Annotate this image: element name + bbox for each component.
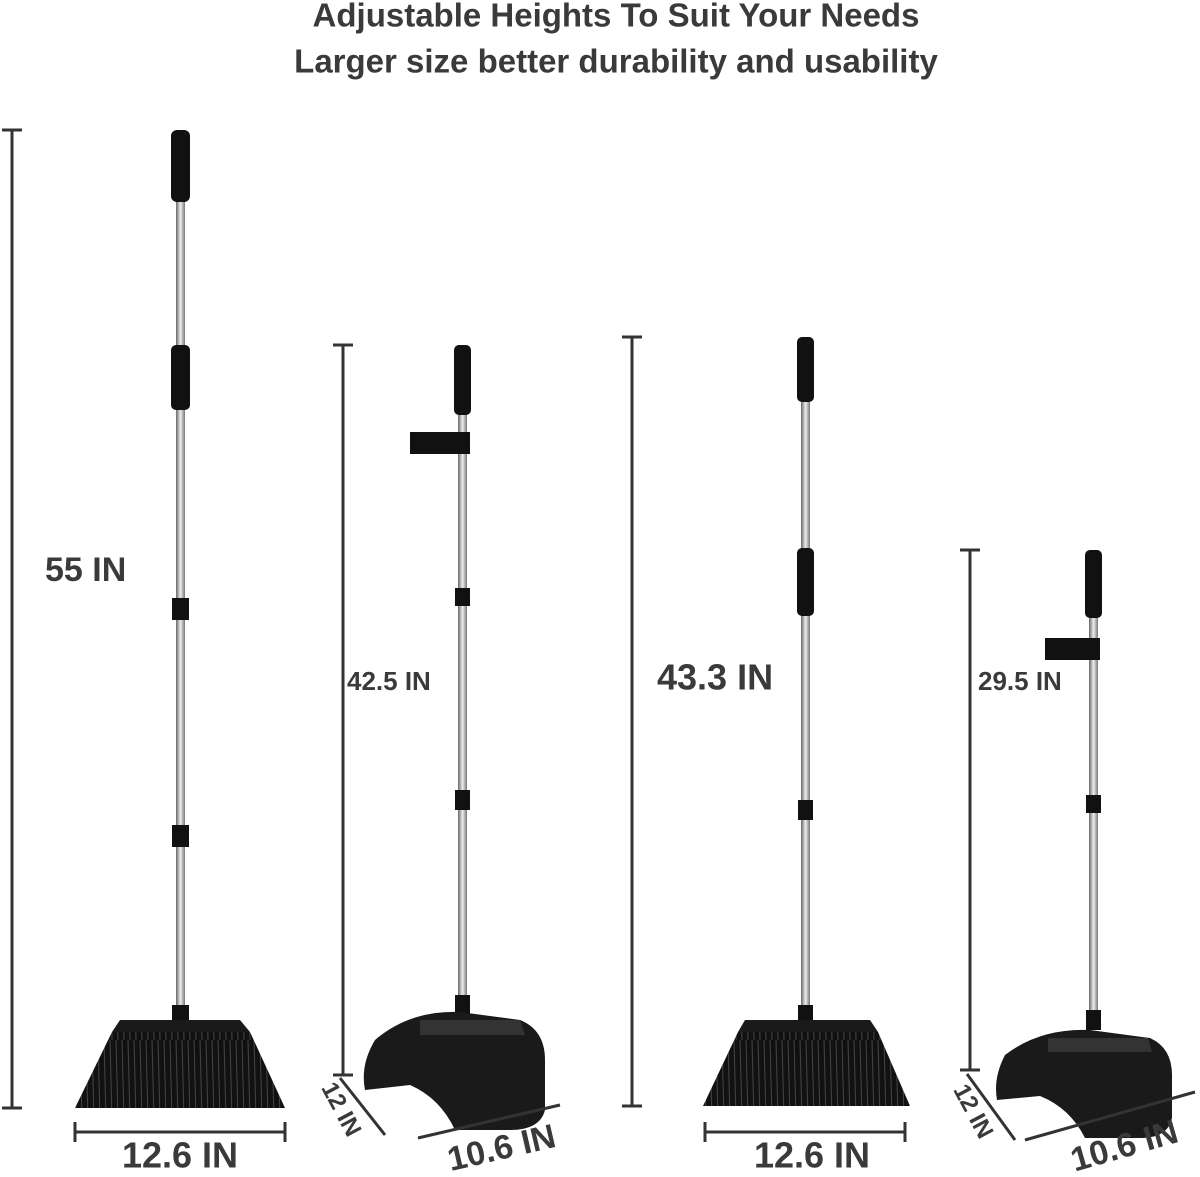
title-line: Larger size better durability and usabil… xyxy=(294,43,938,80)
dimension-lines xyxy=(2,128,287,1142)
depth-label: 12 IN xyxy=(316,1078,367,1141)
width-label: 12.6 IN xyxy=(754,1135,870,1176)
broom-long xyxy=(75,130,285,1108)
height-label: 42.5 IN xyxy=(347,666,431,696)
dimension-lines xyxy=(960,548,1196,1142)
dustpan-short xyxy=(996,550,1172,1138)
width-label: 12.6 IN xyxy=(122,1135,238,1176)
title-line: Adjustable Heights To Suit Your Needs xyxy=(313,0,920,34)
dimension-lines xyxy=(333,343,561,1140)
depth-label: 12 IN xyxy=(948,1080,999,1143)
height-label: 29.5 IN xyxy=(978,666,1062,696)
dustpan-tall xyxy=(363,345,545,1130)
height-label: 43.3 IN xyxy=(657,657,773,698)
height-label: 55 IN xyxy=(45,551,126,589)
broom-short xyxy=(703,337,910,1106)
dimension-lines xyxy=(622,335,907,1142)
